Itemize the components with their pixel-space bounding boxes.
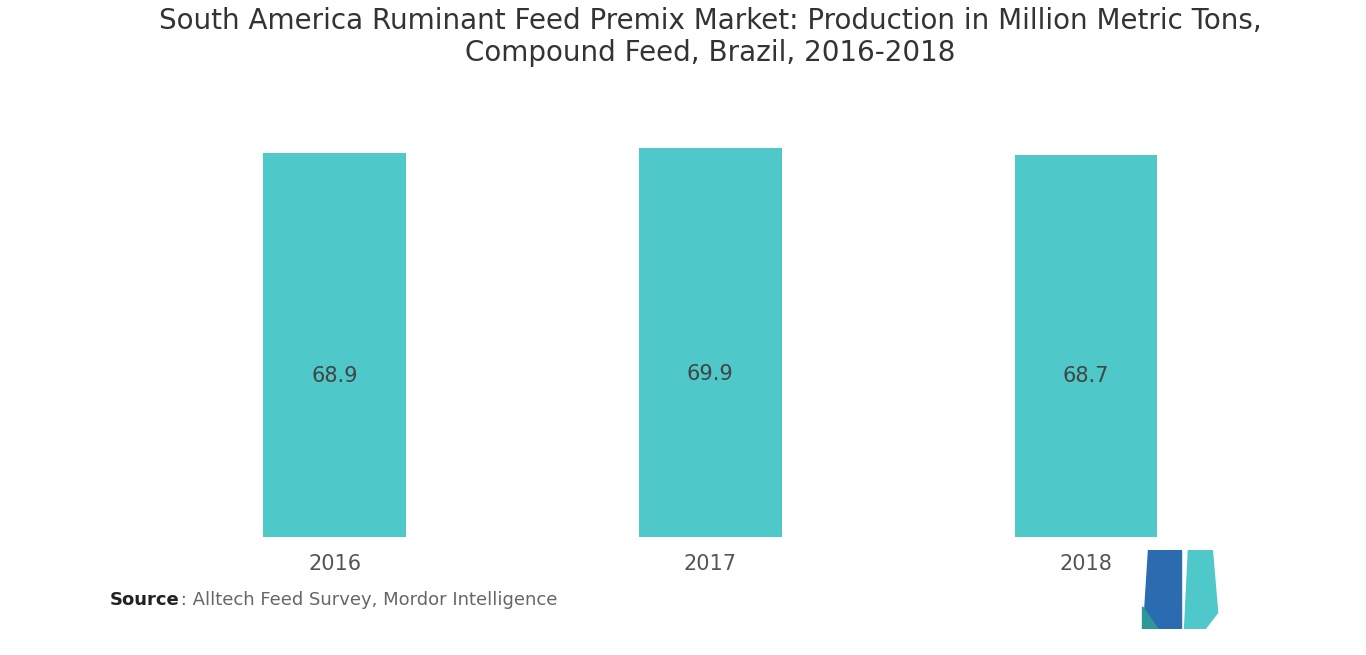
Polygon shape [1142, 607, 1158, 629]
Text: 69.9: 69.9 [687, 364, 734, 384]
Text: : Alltech Feed Survey, Mordor Intelligence: : Alltech Feed Survey, Mordor Intelligen… [175, 591, 557, 609]
Text: 68.7: 68.7 [1063, 366, 1109, 386]
Text: Source: Source [109, 591, 179, 609]
Text: 68.9: 68.9 [311, 366, 358, 386]
Bar [264, 153, 406, 537]
Polygon shape [1206, 612, 1218, 629]
Polygon shape [1184, 550, 1218, 629]
Bar [639, 148, 781, 537]
Bar [1015, 155, 1157, 537]
Title: South America Ruminant Feed Premix Market: Production in Million Metric Tons,
Co: South America Ruminant Feed Premix Marke… [158, 7, 1262, 67]
Polygon shape [1142, 550, 1180, 629]
